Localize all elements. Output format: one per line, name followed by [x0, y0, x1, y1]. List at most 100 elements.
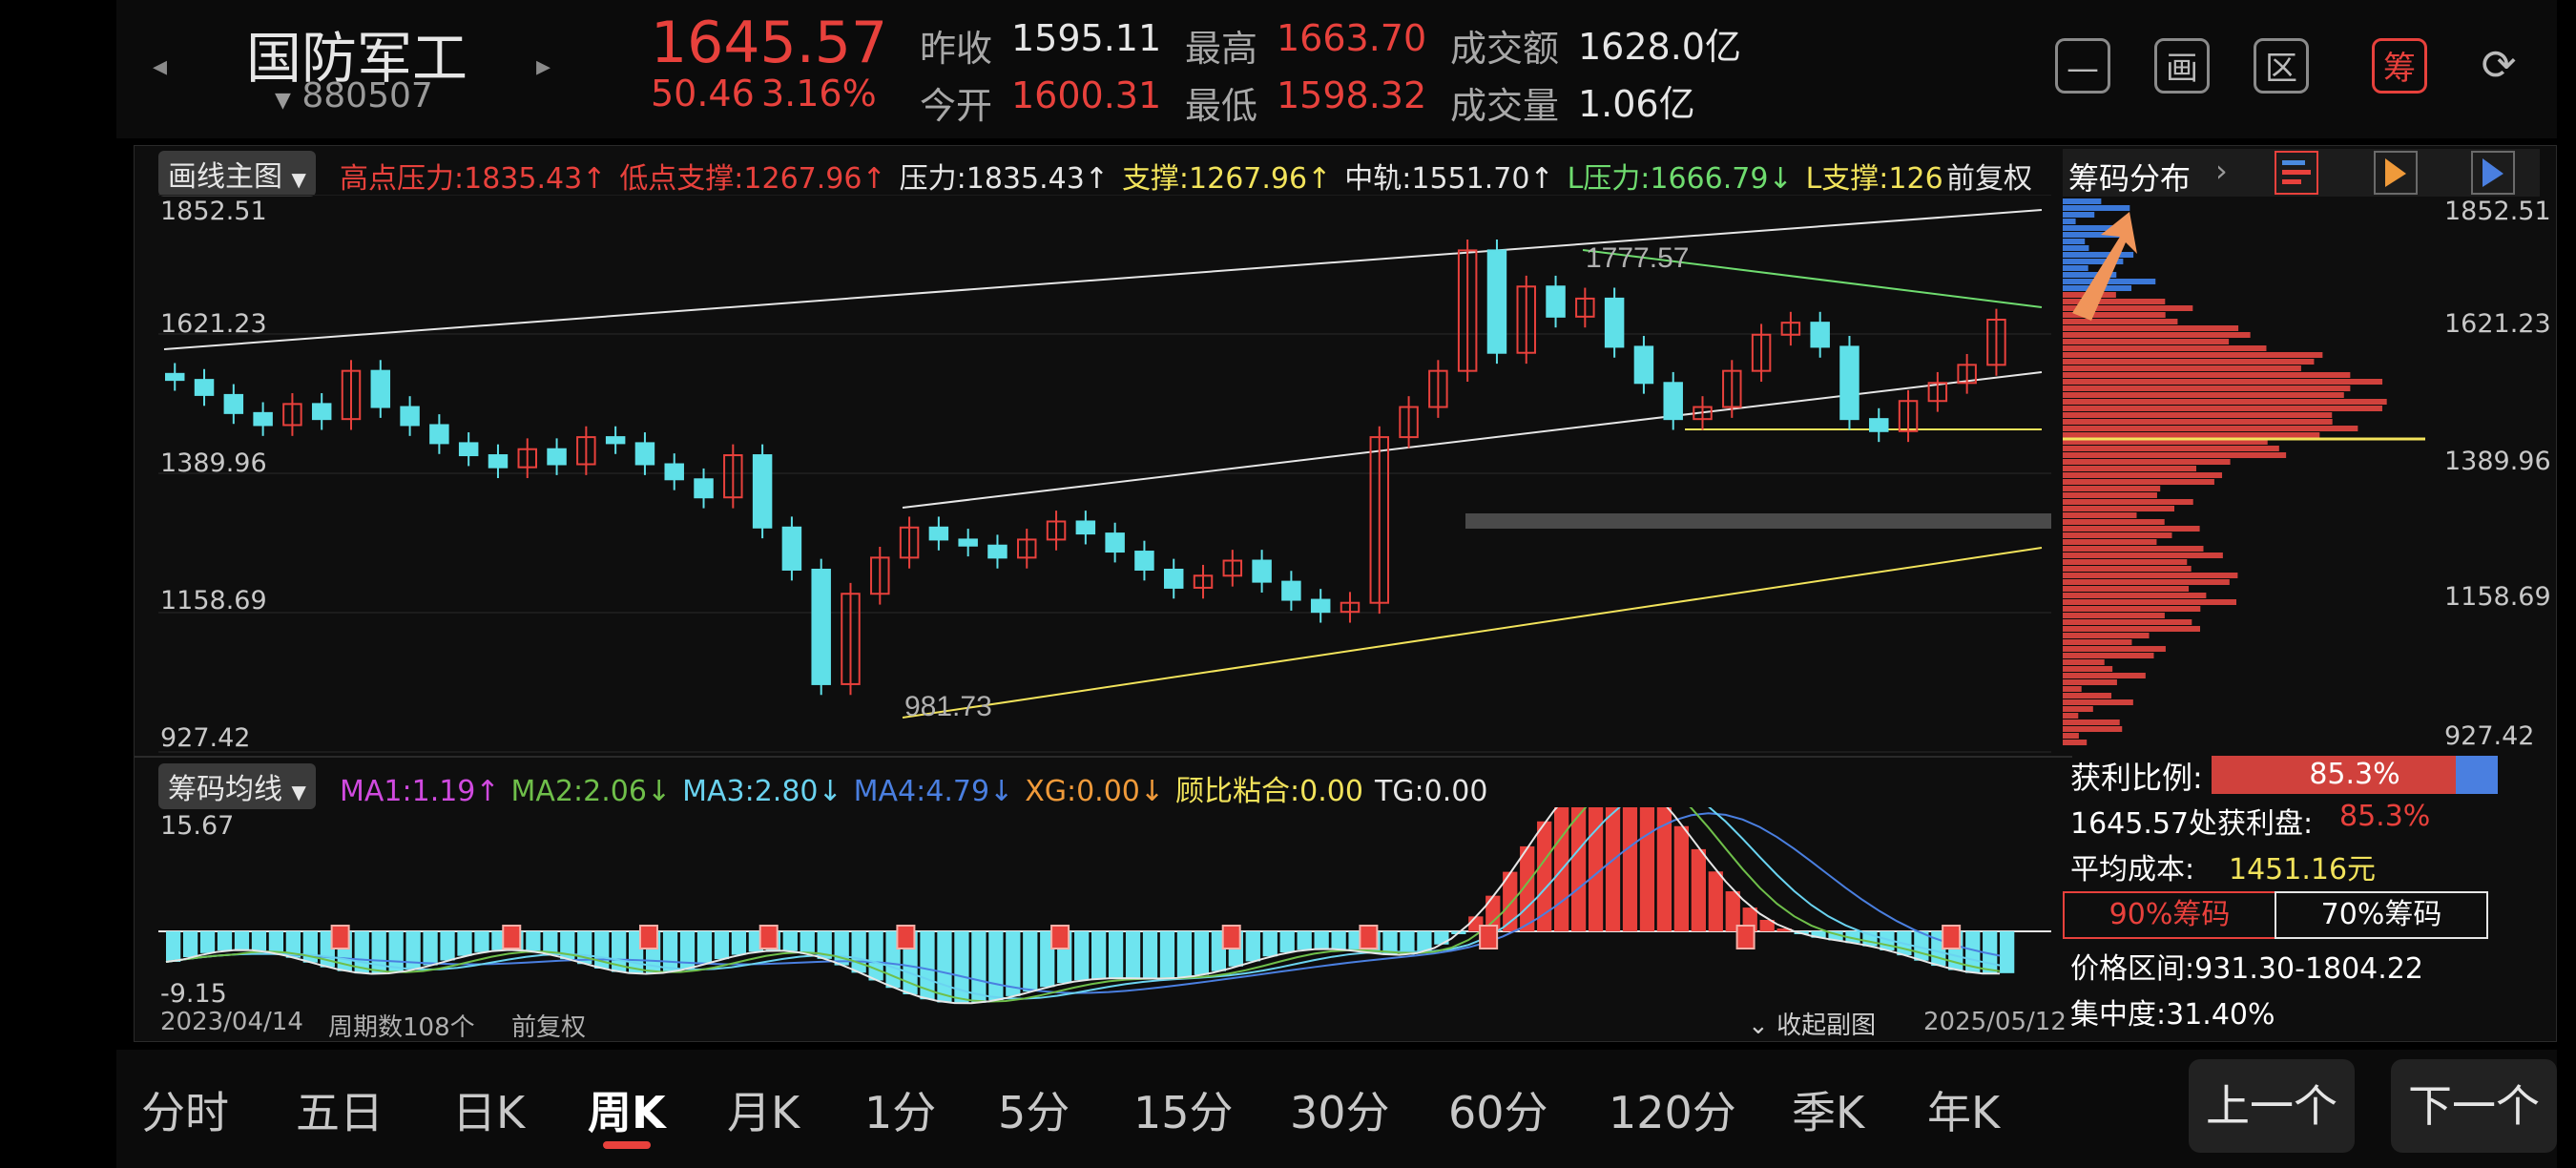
profit-ratio-label: 获利比例: [2070, 760, 2203, 796]
start-date: 2023/04/14 [160, 1008, 303, 1036]
candle-body [1693, 406, 1713, 421]
sub-bar [1503, 871, 1518, 931]
chip-bar [2063, 265, 2088, 271]
sub-chart-selector[interactable]: 筹码均线 ▼ [158, 763, 316, 809]
prev-stock-arrow-icon[interactable]: ◂ [153, 50, 168, 83]
candle-body [1369, 436, 1390, 604]
tab-120min[interactable]: 120分 [1609, 1087, 1736, 1138]
tab-1min[interactable]: 1分 [864, 1087, 937, 1138]
interval-icon[interactable]: 区 [2254, 38, 2309, 94]
prev-close-label: 昨收 [920, 28, 993, 70]
indicator-xg: XG:0.00↓ [1025, 775, 1165, 808]
candle-body [987, 544, 1008, 559]
tab-15min[interactable]: 15分 [1133, 1087, 1234, 1138]
sub-bar [1656, 807, 1672, 931]
sub-bar [1125, 931, 1141, 979]
tab-day-k[interactable]: 日K [452, 1087, 526, 1138]
sub-bar [851, 931, 866, 973]
tab-season-k[interactable]: 季K [1792, 1087, 1865, 1138]
chip-70-button[interactable]: 70%筹码 [2275, 891, 2488, 939]
amount-label: 成交额 [1450, 28, 1560, 70]
rotate-screen-icon[interactable]: ⟳ [2481, 41, 2517, 90]
sub-bar [612, 931, 627, 972]
chip-bar [2063, 693, 2112, 699]
tab-30min[interactable]: 30分 [1290, 1087, 1390, 1138]
sub-bar [731, 931, 747, 955]
chip-y-tick-3: 1389.96 [2444, 447, 2551, 476]
main-chart-selector[interactable]: 画线主图 ▼ [158, 151, 316, 197]
chip-bar [2063, 659, 2105, 665]
dropdown-caret-icon: ▼ [291, 781, 306, 803]
dropdown-caret-icon: ▼ [291, 168, 306, 191]
tab-five-day[interactable]: 五日 [296, 1087, 384, 1138]
sub-indicator-row: MA1:1.19↑ MA2:2.06↓ MA3:2.80↓ MA4:4.79↓ XG:0… [340, 767, 1487, 809]
tab-month-k[interactable]: 月K [727, 1087, 800, 1138]
chip-bar [2063, 459, 2231, 465]
mid-channel-line [902, 371, 2043, 509]
ma3-line [165, 807, 2001, 1000]
chip-bar [2063, 579, 2230, 585]
picture-icon[interactable]: 画 [2154, 38, 2210, 94]
chip-90-button[interactable]: 90%筹码 [2063, 891, 2276, 939]
chip-bar [2063, 740, 2088, 745]
sub-bar [971, 931, 987, 1003]
chip-panel-title[interactable]: 筹码分布 [2068, 160, 2192, 197]
candle-body [1134, 551, 1154, 571]
sub-bar [1262, 931, 1278, 957]
candle-body [605, 436, 626, 445]
candle-body [1017, 538, 1037, 559]
signal-marker [1735, 925, 1755, 949]
tab-year-k[interactable]: 年K [1927, 1087, 2001, 1138]
collapse-subchart-button[interactable]: ⌄ 收起副图 [1748, 1006, 1876, 1041]
chip-bar [2063, 512, 2137, 518]
tab-5min[interactable]: 5分 [998, 1087, 1070, 1138]
sub-bar [457, 931, 472, 956]
lower-support-line [902, 547, 2043, 719]
avg-cost-value: 1451.16元 [2229, 853, 2377, 886]
sub-bar [679, 931, 696, 969]
sub-bar [166, 931, 181, 962]
sub-bar [1691, 848, 1706, 931]
candle-body [1663, 382, 1683, 421]
chip-blue-icon[interactable] [2471, 151, 2515, 195]
y-tick-4: 1158.69 [160, 586, 267, 615]
sub-indicator-chart[interactable] [158, 807, 2051, 1008]
chip-bars-icon[interactable] [2275, 151, 2318, 195]
signal-marker [1050, 925, 1070, 949]
chip-fire-icon[interactable] [2374, 151, 2418, 195]
chips-icon[interactable]: 筹 [2372, 38, 2427, 94]
candle-body [370, 369, 391, 408]
profit-at-label: 1645.57处获利盘: [2070, 807, 2314, 841]
tab-60min[interactable]: 60分 [1448, 1087, 1548, 1138]
candlestick-chart[interactable]: 1777.57 981.73 [158, 195, 2051, 756]
sub-bar [1588, 807, 1604, 931]
sub-bar [423, 931, 438, 966]
current-price: 1645.57 [651, 10, 888, 76]
adjust-mode-label[interactable]: 前复权 [1942, 155, 2036, 197]
stock-code-row[interactable]: ▼ 880507 [275, 76, 433, 115]
chip-y-tick-1: 1852.51 [2444, 197, 2551, 226]
chevron-right-icon[interactable]: › [2215, 153, 2228, 189]
candle-body [811, 568, 831, 685]
candle-body [1428, 369, 1448, 408]
chip-y-tick-4: 1158.69 [2444, 582, 2551, 612]
collapse-subchart-label: 收起副图 [1776, 1012, 1877, 1040]
chip-bar [2063, 245, 2089, 251]
sub-bar [1811, 931, 1826, 938]
chip-bar [2063, 720, 2120, 725]
candle-body [1163, 568, 1184, 589]
high-value: 1663.70 [1277, 17, 1427, 59]
pointer-arrow-icon [2072, 212, 2137, 321]
next-stock-arrow-icon[interactable]: ▸ [536, 50, 551, 83]
next-stock-button[interactable]: 下一个 [2391, 1059, 2557, 1153]
candle-body [1075, 520, 1096, 535]
chip-bar [2063, 452, 2287, 458]
tab-week-k[interactable]: 周K [588, 1087, 666, 1138]
chip-bar [2063, 633, 2150, 638]
prev-stock-button[interactable]: 上一个 [2189, 1059, 2355, 1153]
chip-bar [2063, 526, 2200, 532]
sub-bar [199, 931, 216, 953]
sub-bar [1639, 807, 1655, 931]
tab-fenshi[interactable]: 分时 [141, 1087, 229, 1138]
minus-icon[interactable]: — [2055, 38, 2110, 94]
